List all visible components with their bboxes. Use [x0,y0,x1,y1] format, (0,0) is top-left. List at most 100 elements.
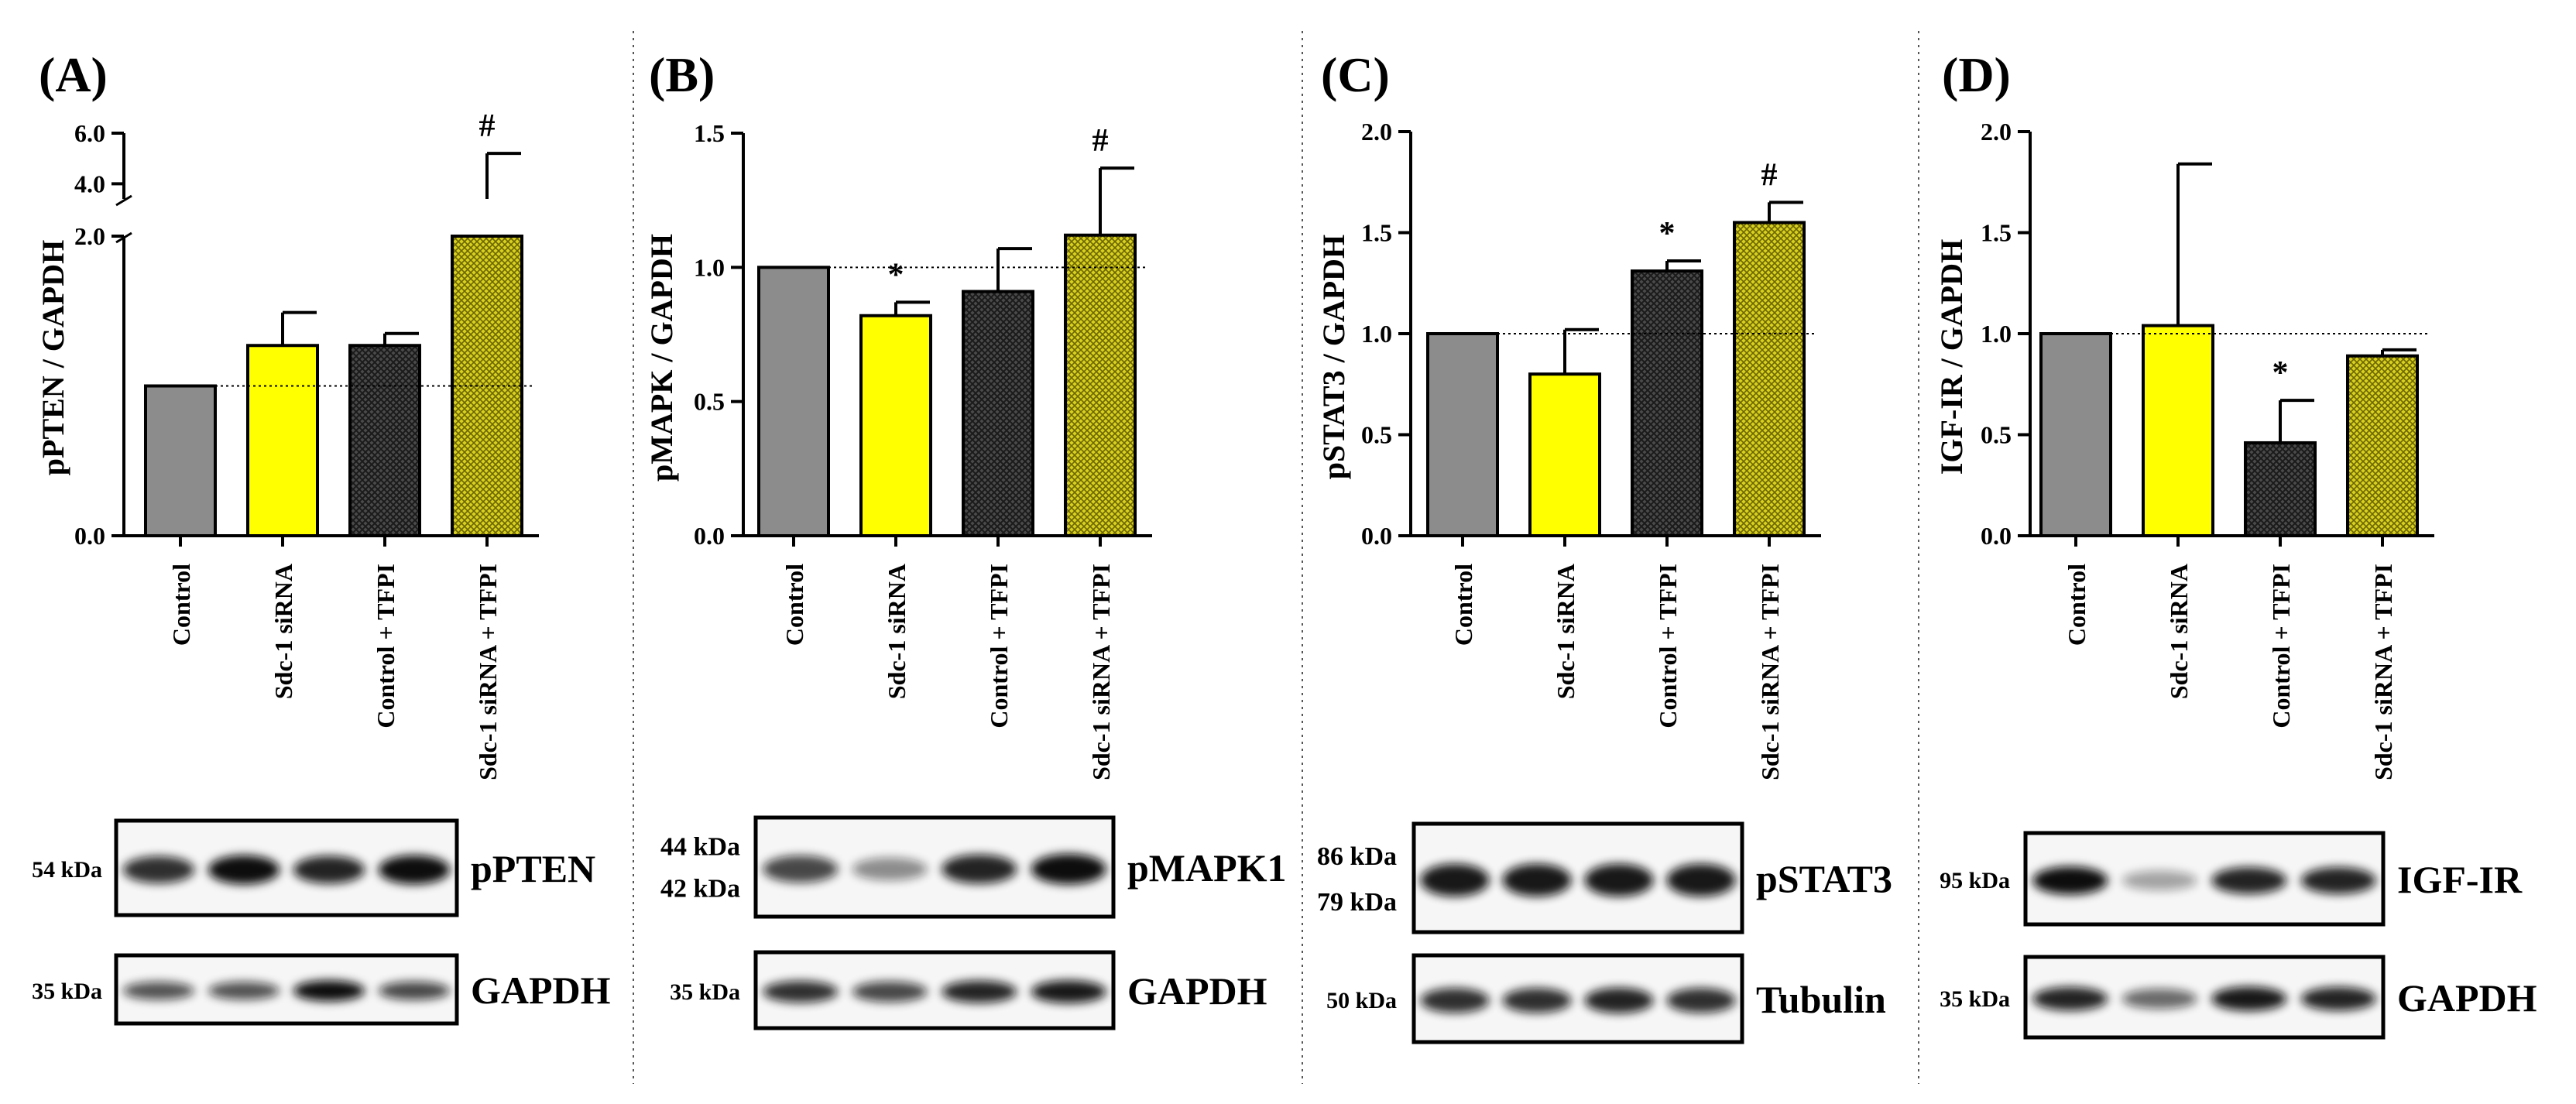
x-tick-label: Control + TFPI [1654,564,1682,729]
blot-gapdh: GAPDH 35 kDa [670,950,1267,1030]
y-axis-label: pSTAT3 / GAPDH [1316,235,1351,479]
blot-kda-label: 86 kDa [1317,842,1397,871]
blot-protein-label: pSTAT3 [1756,857,1892,900]
panel-label: (D) [1942,47,2011,102]
y-tick-label: 0.5 [1361,421,1392,449]
blot-band [1584,863,1654,897]
blot-band [2300,867,2376,894]
bar [1733,221,1806,537]
blot-band [2032,986,2108,1011]
blot-band [1031,980,1106,1003]
x-tick-label: Sdc-1 siRNA + TFPI [2369,564,2397,780]
x-tick-label: Sdc-1 siRNA [269,564,297,699]
blot-band [378,981,451,1000]
blot-band [942,854,1017,884]
blot-band [763,980,839,1003]
blot-kda-label: 79 kDa [1317,888,1397,917]
y-tick-label: 0.0 [74,522,105,550]
bar [1426,332,1499,537]
x-tick-label: Sdc-1 siRNA [1552,564,1580,699]
x-tick-label: Sdc-1 siRNA + TFPI [1087,564,1115,780]
blot-band [1420,863,1490,897]
blot-gapdh: GAPDH 35 kDa [1940,955,2537,1040]
bar [2244,441,2317,537]
blot-band [122,982,195,1000]
y-axis-label: pPTEN / GAPDH [36,240,70,475]
blot-protein-label: GAPDH [1127,969,1267,1013]
x-tick-label: Control [167,564,195,646]
blot-band [2122,870,2197,891]
blot-band [2300,986,2376,1011]
bar [1631,269,1703,537]
blot-band [1031,853,1106,885]
x-tick-label: Control + TFPI [2267,564,2295,729]
blot-igf-ir: IGF-IR 95 kDa [1940,831,2523,927]
panel-label: (A) [39,47,108,102]
x-tick-label: Control + TFPI [372,564,400,729]
bar [1064,233,1137,537]
blot-ppten: pPTEN 54 kDa [32,818,595,917]
y-tick-label: 1.0 [694,253,725,281]
y-tick-label: 1.0 [1361,320,1392,348]
bar [757,266,830,537]
blot-protein-label: IGF-IR [2397,858,2523,901]
blot-band [2032,866,2108,895]
blot-kda-label: 54 kDa [32,857,102,883]
blot-band [2122,988,2197,1010]
significance-marker: * [2272,355,2289,391]
blot-band [852,981,928,1003]
blot-band [852,857,928,881]
blot-band [1584,987,1654,1013]
panel-b: (B) 0.0 0.5 1.0 1.5 pMAPK / GAPDH Control * Sdc-… [644,47,1287,1030]
y-axis-label: IGF-IR / GAPDH [1934,239,1969,475]
blot-kda-label: 95 kDa [1940,868,2010,893]
blot-kda-label: 35 kDa [1940,986,2010,1012]
significance-marker: # [1092,123,1109,159]
x-tick-label: Sdc-1 siRNA [2165,564,2193,699]
bar [859,314,932,537]
bar [1528,372,1601,538]
blot-band [1502,988,1572,1013]
blot-band [2211,986,2287,1011]
bar [246,344,319,537]
blot-pstat3: pSTAT3 86 kDa 79 kDa [1317,821,1892,934]
blot-band [293,855,365,884]
blot-protein-label: Tubulin [1756,978,1886,1021]
blot-band [2211,867,2287,894]
x-tick-label: Control [780,564,808,646]
x-tick-label: Control [2063,564,2091,646]
bar [2039,332,2112,537]
significance-marker: * [888,257,904,293]
blot-band [208,855,280,885]
blot-protein-label: pMAPK1 [1127,846,1287,890]
blot-band [378,855,451,885]
blot-pmapk1: pMAPK1 44 kDa 42 kDa [660,815,1287,919]
blot-band [293,980,365,1002]
blot-kda-label: 42 kDa [660,874,740,903]
blot-kda-label: 35 kDa [670,979,740,1005]
blot-band [208,982,280,1000]
y-tick-label: 2.0 [74,222,105,250]
x-tick-label: Sdc-1 siRNA + TFPI [1756,564,1784,780]
x-tick-label: Control + TFPI [985,564,1013,729]
y-tick-label: 0.5 [694,388,725,416]
blot-band [942,980,1017,1003]
x-tick-label: Control [1449,564,1477,646]
y-axis-label: pMAPK / GAPDH [644,234,679,482]
y-tick-label: 1.5 [1361,219,1392,247]
panel-label: (B) [649,47,715,102]
y-tick-label: 1.5 [694,119,725,147]
y-tick-label: 0.0 [1361,522,1392,550]
blot-band [1666,863,1736,897]
blot-protein-label: GAPDH [471,969,611,1012]
blot-protein-label: GAPDH [2397,976,2537,1020]
y-tick-label: 1.0 [1981,320,2012,348]
panel-c: (C) 0.0 0.5 1.0 1.5 2.0 pSTAT3 / GAPDH Control S… [1316,47,1892,1044]
y-tick-label: 0.0 [1981,522,2012,550]
blot-kda-label: 35 kDa [32,979,102,1004]
blot-gapdh: GAPDH 35 kDa [32,953,611,1026]
bar [144,384,217,537]
bar [2346,354,2419,537]
x-tick-label: Sdc-1 siRNA + TFPI [474,564,502,780]
y-tick-label: 2.0 [1361,118,1392,146]
